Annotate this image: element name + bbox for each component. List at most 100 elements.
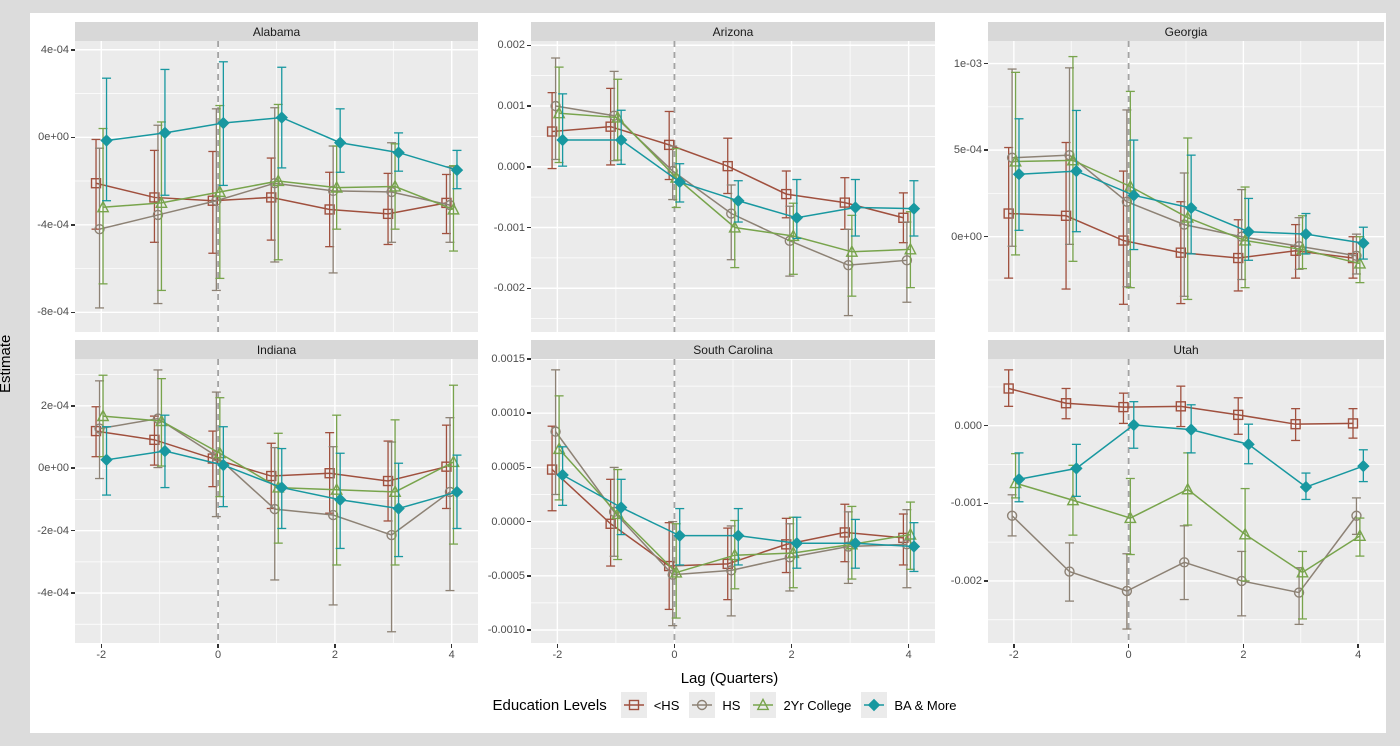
y-tick-mark bbox=[984, 502, 988, 505]
x-tick-mark bbox=[1242, 644, 1245, 648]
legend-key-circle-icon bbox=[689, 692, 716, 718]
y-tick-mark bbox=[527, 575, 531, 577]
y-tick-label: -0.0005 bbox=[487, 569, 525, 582]
x-tick-mark bbox=[673, 644, 676, 648]
series-ba-more bbox=[1012, 109, 1370, 261]
facet-panel bbox=[988, 41, 1384, 332]
chart-figure: Estimate Alabama 4e-04 0e+00 -4e-04 -8e-04 Ar… bbox=[0, 13, 1386, 733]
y-tick-mark bbox=[71, 592, 75, 594]
y-tick-mark bbox=[71, 224, 75, 226]
y-tick-mark bbox=[527, 520, 531, 523]
facet-strip: Georgia bbox=[988, 22, 1384, 41]
x-tick-mark bbox=[1013, 644, 1015, 648]
legend-title: Education Levels bbox=[492, 696, 607, 714]
series-hs bbox=[90, 138, 452, 254]
legend-label: HS bbox=[722, 697, 741, 713]
y-axis-title: Estimate bbox=[0, 334, 14, 393]
x-tick-label: 0 bbox=[1125, 649, 1132, 661]
facet-title: Utah bbox=[1173, 342, 1199, 357]
x-tick-label: -2 bbox=[96, 649, 107, 661]
series-2yr-college bbox=[1009, 55, 1367, 301]
series-2yr-college bbox=[96, 103, 460, 292]
facet-title: Alabama bbox=[252, 24, 301, 39]
x-tick-mark bbox=[334, 644, 336, 648]
series-ba-more bbox=[556, 93, 921, 240]
y-tick-label: -0.0010 bbox=[487, 623, 525, 636]
y-tick-label: -0.002 bbox=[493, 282, 525, 295]
y-tick-label: 0.000 bbox=[497, 160, 525, 173]
x-tick-label: 0 bbox=[215, 649, 222, 661]
y-tick-label: 0e+00 bbox=[38, 462, 69, 475]
x-tick-label: 4 bbox=[905, 649, 912, 661]
x-tick-mark bbox=[1127, 644, 1130, 648]
y-tick-mark bbox=[527, 466, 531, 469]
y-tick-label: 0.001 bbox=[497, 100, 525, 112]
legend: Education Levels <HS HS 2Yr College BA & Mo… bbox=[75, 689, 1384, 721]
legend-label: BA & More bbox=[894, 697, 957, 713]
x-axis-title: Lag (Quarters) bbox=[680, 670, 779, 687]
y-tick-label: 1e-03 bbox=[953, 57, 982, 70]
legend-item-hs: HS bbox=[689, 692, 740, 718]
legend-item-hs: <HS bbox=[620, 692, 680, 718]
legend-key-square-icon bbox=[620, 692, 647, 718]
y-tick-mark bbox=[984, 62, 988, 65]
x-tick-label: 4 bbox=[448, 649, 455, 661]
x-tick-mark bbox=[907, 644, 910, 648]
y-tick-label: -4e-04 bbox=[37, 587, 69, 600]
x-tick-label: -2 bbox=[1008, 649, 1019, 661]
legend-item-ba-more: BA & More bbox=[861, 692, 957, 718]
series-ba-more bbox=[1012, 401, 1370, 503]
series-hs bbox=[94, 369, 456, 633]
facet-plot-area bbox=[988, 41, 1384, 332]
y-tick-mark bbox=[71, 136, 75, 139]
y-tick-mark bbox=[71, 49, 75, 51]
legend-items: <HS HS 2Yr College BA & More bbox=[620, 692, 967, 718]
facet-title: Arizona bbox=[712, 24, 754, 39]
facet-strip: Indiana bbox=[75, 340, 478, 359]
y-tick-mark bbox=[71, 467, 75, 469]
x-tick-mark bbox=[450, 644, 453, 648]
series-hs bbox=[546, 87, 909, 244]
y-tick-mark bbox=[527, 358, 531, 360]
facet-panel bbox=[988, 359, 1384, 643]
facet-plot-area bbox=[531, 359, 935, 643]
legend-key-diamond-icon bbox=[861, 692, 888, 718]
x-tick-mark bbox=[790, 644, 793, 648]
x-tick-label: 2 bbox=[331, 649, 338, 661]
facet-strip: Arizona bbox=[531, 22, 935, 41]
y-tick-label: 0.000 bbox=[954, 419, 982, 432]
y-tick-label: -0.001 bbox=[950, 497, 982, 510]
legend-item-2yr-college: 2Yr College bbox=[750, 692, 851, 718]
y-tick-label: -4e-04 bbox=[37, 218, 69, 231]
facet-panel bbox=[75, 359, 478, 643]
facet-plot-area bbox=[531, 41, 935, 332]
y-tick-label: 0.0005 bbox=[491, 461, 525, 474]
x-tick-label: 0 bbox=[671, 649, 678, 661]
legend-label: <HS bbox=[653, 697, 680, 713]
y-tick-label: -8e-04 bbox=[37, 306, 69, 319]
y-tick-label: 0.0000 bbox=[491, 515, 525, 528]
y-tick-label: -0.001 bbox=[493, 221, 525, 234]
facet-title: Georgia bbox=[1164, 24, 1208, 39]
facet-strip: Utah bbox=[988, 340, 1384, 359]
y-tick-mark bbox=[984, 149, 988, 151]
y-tick-mark bbox=[984, 424, 988, 427]
y-tick-mark bbox=[527, 105, 531, 107]
x-tick-mark bbox=[100, 644, 103, 648]
facet-title: South Carolina bbox=[693, 342, 773, 357]
facet-plot-area bbox=[75, 41, 478, 332]
facet-panel bbox=[531, 359, 935, 643]
x-tick-label: 2 bbox=[788, 649, 795, 661]
facet-panel bbox=[75, 41, 478, 332]
y-tick-mark bbox=[527, 166, 531, 168]
x-tick-mark bbox=[217, 644, 219, 648]
y-tick-label: -0.002 bbox=[950, 574, 982, 587]
y-tick-mark bbox=[527, 287, 531, 289]
facet-panel bbox=[531, 41, 935, 332]
x-tick-mark bbox=[556, 644, 559, 648]
series-2yr-college bbox=[1009, 452, 1367, 620]
y-tick-label: 0.002 bbox=[497, 39, 525, 52]
y-tick-mark bbox=[984, 580, 988, 582]
facet-strip: South Carolina bbox=[531, 340, 935, 359]
series-hs bbox=[1003, 369, 1359, 442]
